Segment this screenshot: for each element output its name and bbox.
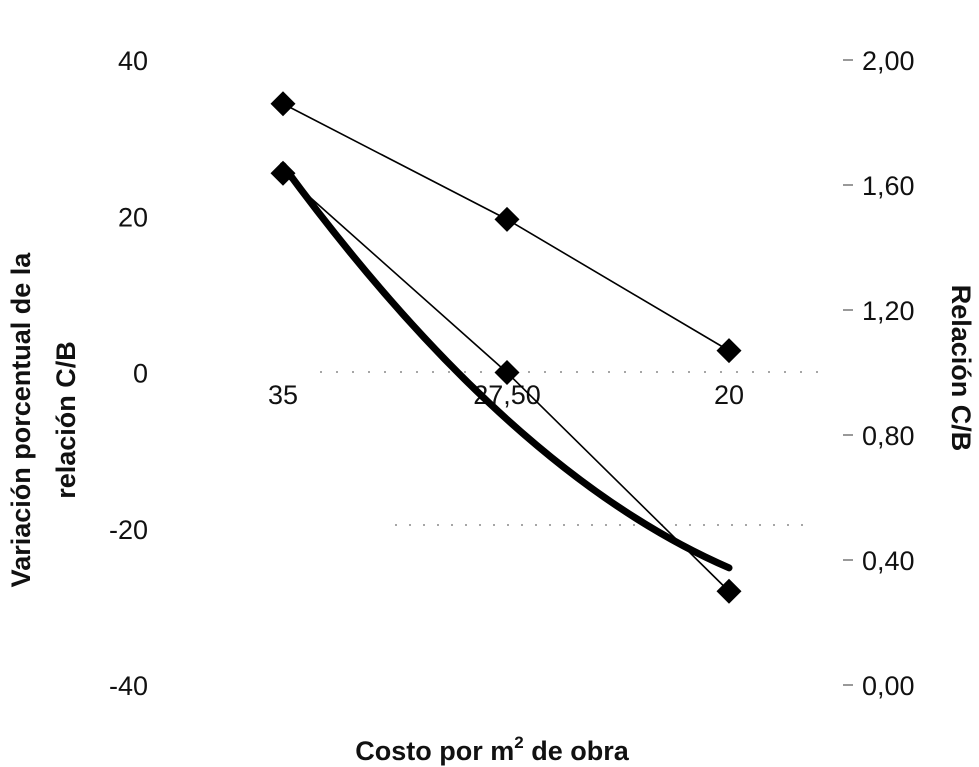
- left-tick-label: -40: [109, 671, 148, 701]
- series-0-point: [494, 206, 520, 232]
- x-axis-title-superscript: 2: [514, 733, 523, 752]
- series-0-point: [270, 91, 296, 117]
- series-0-point: [716, 338, 742, 364]
- x-axis-title-tail: de obra: [524, 736, 630, 766]
- x-tick-label: 35: [268, 380, 298, 410]
- left-axis-title-line-1: Variación porcentual de la: [6, 252, 36, 588]
- left-tick-label: 20: [118, 202, 148, 232]
- left-tick-label: 0: [133, 359, 148, 389]
- x-axis-ticks: 35 27,50 20: [268, 380, 744, 410]
- x-tick-label: 20: [714, 380, 744, 410]
- right-tick-label: 0,00: [862, 671, 915, 701]
- left-tick-label: 40: [118, 46, 148, 76]
- x-axis-title-main: Costo por m: [355, 736, 514, 766]
- right-tick-label: 1,20: [862, 296, 915, 326]
- series-1-point: [716, 578, 742, 604]
- right-tick-label: 0,40: [862, 546, 915, 576]
- left-axis-title-line-2: relación C/B: [51, 341, 81, 499]
- left-axis-ticks: -40 -20 0 20 40: [109, 46, 148, 701]
- series-2-trend-curve: [279, 161, 733, 572]
- right-tick-label: 2,00: [862, 46, 915, 76]
- series-1-point: [494, 360, 520, 385]
- right-axis-ticks: 0,00 0,40 0,80 1,20 1,60 2,00: [843, 46, 915, 701]
- x-axis-title: Costo por m2 de obra: [355, 733, 629, 766]
- left-tick-label: -20: [109, 515, 148, 545]
- right-tick-label: 0,80: [862, 421, 915, 451]
- right-axis-title: Relación C/B: [946, 285, 976, 452]
- series-layer: [270, 91, 742, 604]
- right-tick-label: 1,60: [862, 171, 915, 201]
